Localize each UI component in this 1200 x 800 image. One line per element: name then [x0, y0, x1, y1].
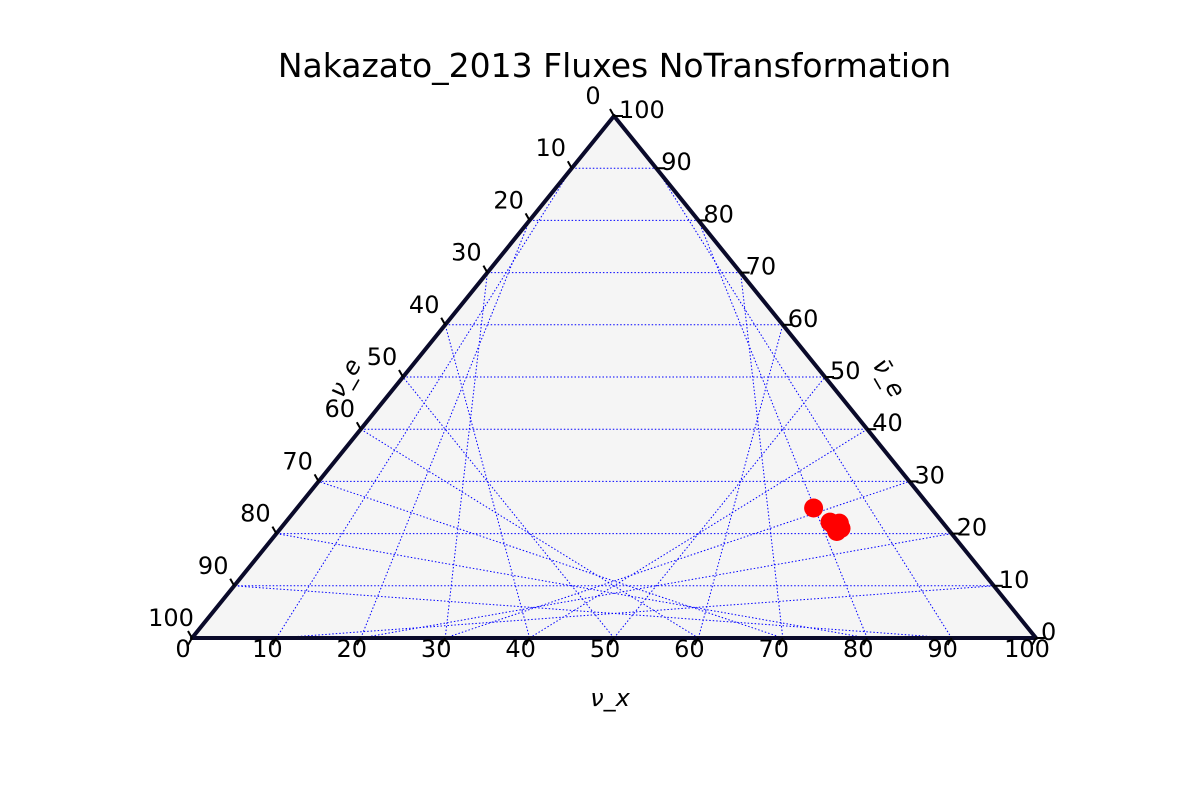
bottom-tick	[355, 637, 362, 646]
left-tick-label: 60	[325, 395, 356, 423]
bottom-tick-label: 20	[337, 635, 368, 663]
right-tick-label: 40	[872, 409, 903, 437]
left-tick-label: 50	[367, 343, 398, 371]
right-tick-label: 30	[914, 461, 945, 489]
bottom-tick-label: 30	[421, 635, 452, 663]
tick-marks	[187, 108, 1045, 646]
data-point	[804, 498, 824, 518]
grid-line	[697, 220, 868, 639]
left-tick-label: 10	[536, 134, 567, 162]
left-tick-label: 40	[409, 291, 440, 319]
right-tick-label: 70	[746, 253, 777, 281]
left-tick	[313, 473, 320, 482]
bottom-tick	[271, 637, 278, 646]
left-tick-label: 70	[282, 447, 313, 475]
left-tick	[440, 317, 447, 326]
right-tick-label: 0	[1041, 618, 1056, 646]
left-tick-label: 0	[585, 82, 600, 110]
bottom-tick	[187, 637, 193, 646]
data-point	[831, 518, 851, 538]
left-tick	[609, 108, 615, 117]
grid-line	[655, 167, 953, 639]
bottom-tick	[609, 637, 615, 646]
bottom-tick	[946, 637, 953, 646]
bottom-tick	[862, 637, 869, 646]
right-tick-label: 10	[999, 566, 1030, 594]
right-tick-label: 80	[703, 200, 734, 228]
chart-title: Nakazato_2013 Fluxes NoTransformation	[277, 46, 952, 85]
data-points	[804, 498, 851, 542]
left-tick	[271, 526, 278, 535]
grid-line	[697, 324, 784, 639]
grid-line	[234, 585, 952, 639]
right-tick-label: 20	[957, 514, 988, 542]
bottom-tick-label: 100	[1004, 635, 1050, 663]
bottom-tick	[777, 637, 784, 646]
bottom-tick-label: 70	[759, 635, 790, 663]
tick-labels: 0 0 0 10 10 10 20 20 20 30 30 30 40 40 40 50 50 50 60 60 60 7…	[148, 82, 1056, 663]
left-tick	[187, 630, 193, 639]
right-tick-label: 50	[830, 357, 861, 385]
left-tick	[524, 212, 531, 221]
left-tick	[229, 578, 236, 587]
bottom-tick	[1031, 637, 1037, 646]
right-tick-label: 100	[619, 96, 665, 124]
bottom-axis-label: ν_x	[590, 684, 630, 712]
bottom-tick	[693, 637, 700, 646]
grid-line	[318, 480, 783, 639]
grid-lines	[234, 167, 994, 639]
right-tick-label: 90	[661, 148, 692, 176]
bottom-tick-label: 0	[175, 635, 190, 663]
bottom-tick-label: 90	[927, 635, 958, 663]
right-tick-label: 60	[788, 305, 819, 333]
grid-line	[445, 480, 910, 639]
left-tick	[482, 265, 489, 274]
left-tick	[398, 369, 404, 378]
bottom-tick-label: 80	[843, 635, 874, 663]
bottom-tick-label: 50	[590, 635, 621, 663]
right-axis-label: ν̄_e	[867, 354, 911, 403]
bottom-tick	[440, 637, 447, 646]
bottom-tick	[524, 637, 531, 646]
left-tick-label: 20	[493, 186, 524, 214]
bottom-tick-label: 40	[505, 635, 536, 663]
left-tick	[566, 160, 573, 169]
grid-line	[276, 585, 994, 639]
bottom-tick-label: 10	[252, 635, 283, 663]
left-tick-label: 100	[148, 604, 194, 632]
left-tick-label: 30	[451, 239, 482, 267]
left-tick	[355, 421, 362, 430]
left-tick-label: 90	[198, 552, 229, 580]
bottom-tick-label: 60	[674, 635, 705, 663]
left-tick-label: 80	[240, 500, 271, 528]
